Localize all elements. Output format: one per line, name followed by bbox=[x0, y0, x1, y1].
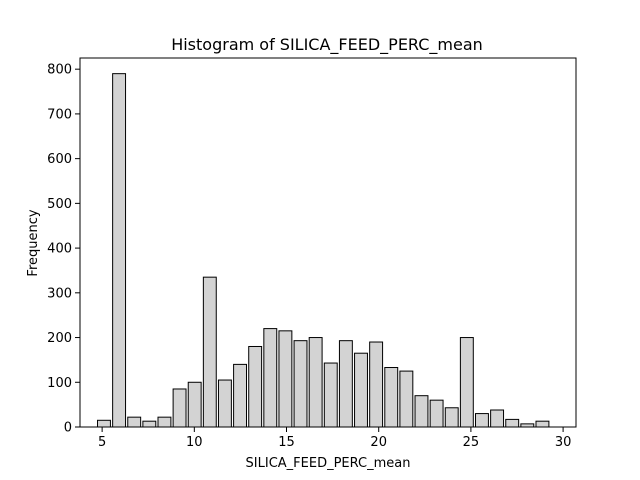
histogram-bar-19 bbox=[384, 367, 399, 428]
x-tick-label: 30 bbox=[555, 435, 572, 450]
histogram-bar-17 bbox=[354, 352, 368, 428]
chart-title: Histogram of SILICA_FEED_PERC_mean bbox=[171, 35, 483, 55]
plot-frame bbox=[79, 57, 577, 428]
histogram-bar-9 bbox=[233, 363, 248, 428]
histogram-bar-22 bbox=[429, 399, 444, 428]
y-tick-label: 600 bbox=[47, 152, 72, 167]
y-tick-label: 800 bbox=[47, 63, 72, 78]
histogram-bar-25 bbox=[475, 413, 489, 428]
histogram-bar-29 bbox=[535, 420, 550, 428]
histogram-bar-5 bbox=[172, 388, 187, 428]
histogram-bar-26 bbox=[490, 409, 505, 428]
histogram-bar-8 bbox=[217, 379, 232, 428]
y-tick-label: 100 bbox=[47, 376, 72, 391]
y-tick-label: 0 bbox=[64, 421, 72, 436]
histogram-bar-1 bbox=[112, 73, 127, 428]
y-tick-label: 200 bbox=[47, 331, 72, 346]
histogram-bar-7 bbox=[202, 276, 217, 428]
x-axis-label: SILICA_FEED_PERC_mean bbox=[246, 456, 411, 471]
histogram-bar-24 bbox=[459, 337, 474, 428]
y-tick-label: 500 bbox=[47, 197, 72, 212]
histogram-bar-14 bbox=[308, 337, 323, 428]
histogram-bar-18 bbox=[369, 341, 384, 428]
histogram-bar-15 bbox=[323, 362, 338, 428]
histogram-bar-23 bbox=[444, 407, 459, 428]
x-tick-label: 5 bbox=[98, 435, 106, 450]
bars-group bbox=[97, 73, 550, 428]
histogram-bar-4 bbox=[157, 416, 172, 428]
histogram-bar-27 bbox=[505, 418, 520, 428]
x-axis-ticks: 5 10 15 20 25 30 bbox=[98, 427, 571, 450]
histogram-bar-11 bbox=[263, 328, 278, 428]
histogram-bar-21 bbox=[414, 395, 429, 428]
y-axis-label: Frequency bbox=[26, 209, 41, 276]
histogram-bar-0 bbox=[97, 419, 111, 428]
histogram-bar-6 bbox=[187, 381, 202, 428]
x-tick-label: 20 bbox=[370, 435, 387, 450]
x-tick-label: 25 bbox=[463, 435, 480, 450]
histogram-bar-20 bbox=[399, 370, 414, 428]
y-tick-label: 300 bbox=[47, 286, 72, 301]
histogram-bar-13 bbox=[293, 340, 308, 428]
histogram-bar-3 bbox=[142, 420, 157, 428]
x-tick-label: 10 bbox=[186, 435, 203, 450]
histogram-bar-10 bbox=[248, 345, 263, 428]
y-axis-ticks: 0 100 200 300 400 500 600 700 800 bbox=[47, 63, 80, 436]
histogram-bar-12 bbox=[278, 330, 293, 428]
x-tick-label: 15 bbox=[278, 435, 295, 450]
y-tick-label: 400 bbox=[47, 242, 72, 257]
histogram-bar-16 bbox=[338, 340, 353, 428]
histogram-bar-2 bbox=[127, 416, 142, 428]
y-tick-label: 700 bbox=[47, 107, 72, 122]
